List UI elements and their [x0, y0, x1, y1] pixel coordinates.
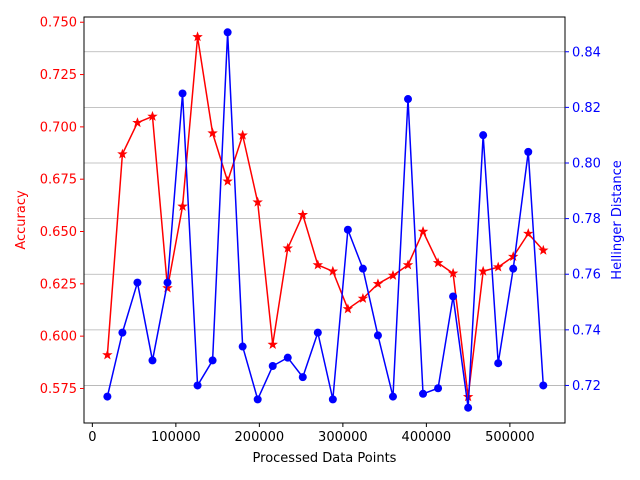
data-point-circle [419, 389, 428, 398]
data-point-star [387, 269, 399, 280]
data-point-circle [434, 384, 443, 393]
data-point-star [357, 293, 369, 303]
data-point-star [342, 303, 354, 314]
data-point-star [508, 251, 519, 262]
data-point-star [538, 244, 549, 255]
data-point-circle [163, 278, 172, 287]
data-point-circle [103, 392, 112, 401]
data-point-star [267, 339, 278, 349]
y-axis-left-label: Accuracy [14, 190, 29, 250]
y-right-tick-label: 0.76 [572, 268, 601, 283]
x-tick-label: 300000 [318, 430, 368, 445]
data-point-circle [118, 328, 127, 337]
data-point-circle [283, 353, 292, 362]
series-right [103, 28, 548, 412]
series-layer [102, 28, 549, 412]
data-point-circle [373, 331, 382, 340]
x-tick-label: 0 [88, 430, 96, 445]
data-point-circle [208, 356, 217, 365]
data-point-circle [343, 225, 352, 234]
data-point-star [297, 209, 308, 220]
data-point-star [492, 261, 504, 272]
x-tick-label: 100000 [151, 430, 201, 445]
y-right-tick-label: 0.84 [572, 45, 601, 60]
y-axis-right-label: Hellinger Distance [610, 160, 625, 279]
data-point-star [192, 31, 203, 42]
data-point-circle [539, 381, 548, 390]
y-left-tick-label: 0.700 [40, 120, 77, 135]
data-point-circle [509, 264, 518, 273]
data-point-circle [238, 342, 247, 351]
grid-lines [84, 51, 565, 386]
data-point-star [402, 259, 414, 270]
data-point-circle [464, 403, 473, 412]
data-point-star [417, 226, 429, 236]
data-point-circle [449, 292, 458, 301]
data-point-circle [494, 359, 503, 368]
y-left-tick-label: 0.725 [40, 68, 77, 83]
data-point-star [447, 267, 459, 278]
data-point-star [162, 282, 173, 293]
data-point-star [102, 349, 113, 360]
data-point-circle [388, 392, 397, 401]
data-point-circle [178, 89, 187, 98]
data-point-circle [479, 131, 488, 140]
data-point-circle [313, 328, 322, 337]
data-point-star [282, 242, 293, 253]
y-right-tick-label: 0.80 [572, 156, 601, 171]
x-tick-label: 500000 [485, 430, 535, 445]
data-point-circle [524, 147, 533, 156]
y-right-tick-label: 0.82 [572, 101, 601, 116]
y-right-tick-label: 0.72 [572, 379, 601, 394]
data-point-star [177, 200, 188, 211]
data-point-star [132, 117, 143, 128]
data-point-circle [148, 356, 157, 365]
y-left-tick-label: 0.625 [40, 277, 77, 292]
data-point-star [207, 127, 218, 138]
data-point-circle [268, 361, 277, 370]
y-left-tick-label: 0.750 [40, 16, 77, 31]
y-left-tick-label: 0.575 [40, 382, 77, 397]
data-point-circle [298, 373, 307, 382]
plot-frame [83, 16, 566, 424]
data-point-star [372, 278, 384, 289]
x-axis: 0 100000 200000 300000 400000 500000 [88, 423, 535, 445]
x-tick-label: 200000 [235, 430, 285, 445]
data-point-circle [358, 264, 367, 273]
series-line-left [106, 36, 544, 398]
y-left-tick-label: 0.600 [40, 330, 77, 345]
y-axis-left: 0.575 0.600 0.625 0.650 0.675 0.700 0.725 0.750 [40, 16, 84, 397]
data-point-star [252, 196, 263, 207]
y-axis-right: 0.72 0.74 0.76 0.78 0.80 0.82 0.84 [565, 45, 601, 394]
data-point-star [312, 259, 324, 270]
y-left-tick-label: 0.650 [40, 225, 77, 240]
y-right-tick-label: 0.74 [572, 323, 601, 338]
y-left-tick-label: 0.675 [40, 173, 77, 188]
data-point-circle [133, 278, 142, 287]
data-point-circle [223, 28, 232, 37]
series-line-right [106, 31, 545, 409]
y-right-tick-label: 0.78 [572, 212, 601, 227]
data-point-star [477, 265, 489, 276]
data-point-circle [328, 395, 337, 404]
series-left [102, 31, 549, 402]
data-point-circle [193, 381, 202, 390]
data-point-star [523, 228, 534, 239]
data-point-star [222, 175, 233, 186]
x-axis-label: Processed Data Points [253, 451, 397, 466]
x-tick-label: 400000 [402, 430, 452, 445]
data-point-star [432, 257, 444, 268]
data-point-star [117, 148, 128, 159]
data-point-star [237, 129, 248, 140]
data-point-circle [253, 395, 262, 404]
data-point-star [147, 110, 158, 121]
data-point-star [327, 265, 339, 276]
data-point-circle [404, 95, 413, 104]
